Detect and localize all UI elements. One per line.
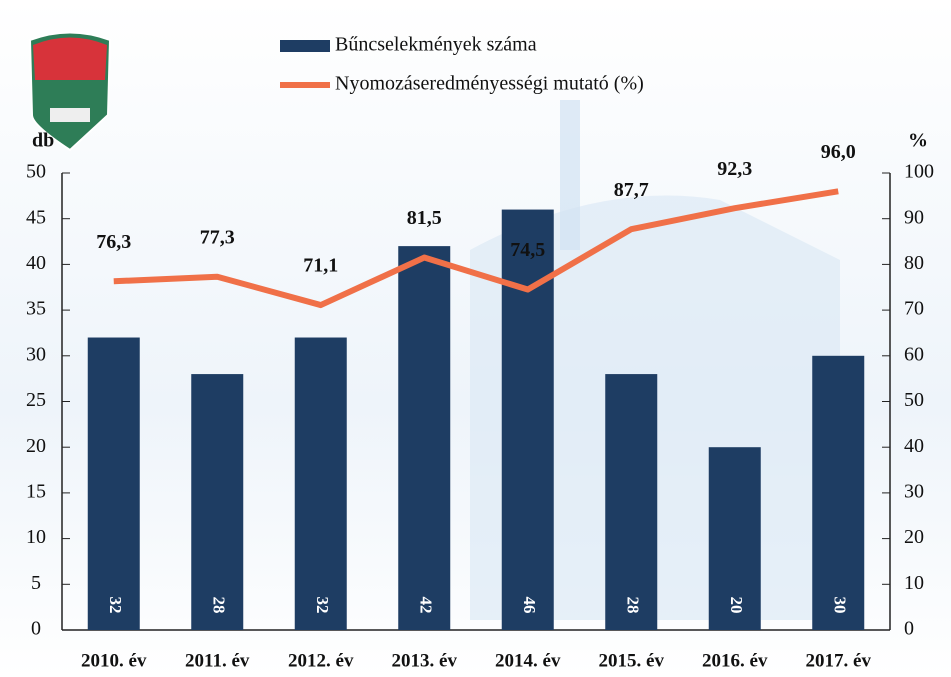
x-tick-label: 2016. év xyxy=(702,650,768,671)
y-tick-label: 45 xyxy=(26,206,46,228)
y2-tick-label: 60 xyxy=(904,343,924,365)
y2-tick-label: 80 xyxy=(904,252,924,274)
y2-tick-label: 0 xyxy=(904,618,914,640)
logo xyxy=(28,31,112,152)
bar-value-label: 28 xyxy=(209,597,228,614)
y2-tick-label: 20 xyxy=(904,526,924,548)
y-tick-label: 0 xyxy=(31,618,41,640)
bar-value-label: 20 xyxy=(727,597,746,614)
y-tick-label: 30 xyxy=(26,343,46,365)
bar xyxy=(708,447,761,630)
line-value-label: 74,5 xyxy=(510,239,545,261)
line-value-label: 76,3 xyxy=(96,231,131,253)
bar-value-label: 30 xyxy=(830,597,849,614)
line-value-label: 96,0 xyxy=(821,141,856,163)
y-tick-label: 5 xyxy=(31,572,41,594)
y2-tick-label: 30 xyxy=(904,480,924,502)
y2-tick-label: 100 xyxy=(904,161,934,183)
y-tick-label: 40 xyxy=(26,252,46,274)
bar-value-label: 28 xyxy=(623,597,642,614)
line-value-label: 77,3 xyxy=(200,226,235,248)
y-tick-label: 15 xyxy=(26,480,46,502)
y2-tick-label: 50 xyxy=(904,389,924,411)
line-value-label: 87,7 xyxy=(614,179,649,201)
line-value-label: 92,3 xyxy=(717,158,752,180)
bar xyxy=(812,355,865,630)
y-axis-label: db xyxy=(32,130,54,152)
bar xyxy=(501,209,554,630)
bar-value-label: 42 xyxy=(416,597,435,614)
legend-label: Bűncselekmények száma xyxy=(335,34,537,56)
legend-label: Nyomozáseredményességi mutató (%) xyxy=(335,73,644,95)
line-value-label: 71,1 xyxy=(303,255,338,277)
x-tick-label: 2012. év xyxy=(288,650,354,671)
bar xyxy=(87,337,140,630)
bar xyxy=(191,374,244,630)
y2-tick-label: 70 xyxy=(904,298,924,320)
legend-swatch xyxy=(280,40,330,52)
bar-value-label: 32 xyxy=(313,597,332,614)
y2-tick-label: 90 xyxy=(904,206,924,228)
x-tick-label: 2013. év xyxy=(392,650,458,671)
background-tower xyxy=(560,100,580,250)
y-tick-label: 35 xyxy=(26,298,46,320)
y-tick-label: 50 xyxy=(26,161,46,183)
y-tick-label: 20 xyxy=(26,435,46,457)
bar-value-label: 32 xyxy=(106,597,125,614)
x-tick-label: 2011. év xyxy=(185,650,250,671)
x-tick-label: 2014. év xyxy=(495,650,561,671)
line xyxy=(113,188,839,309)
bar xyxy=(398,246,451,630)
x-tick-label: 2017. év xyxy=(806,650,872,671)
y2-tick-label: 10 xyxy=(904,572,924,594)
bar xyxy=(605,374,658,630)
y-tick-label: 25 xyxy=(26,389,46,411)
bar xyxy=(294,337,347,630)
y2-tick-label: 40 xyxy=(904,435,924,457)
bar-value-label: 46 xyxy=(520,597,539,614)
y-tick-label: 10 xyxy=(26,526,46,548)
y2-axis-label: % xyxy=(908,130,928,152)
line-value-label: 81,5 xyxy=(407,207,442,229)
x-tick-label: 2015. év xyxy=(599,650,665,671)
x-tick-label: 2010. év xyxy=(81,650,147,671)
